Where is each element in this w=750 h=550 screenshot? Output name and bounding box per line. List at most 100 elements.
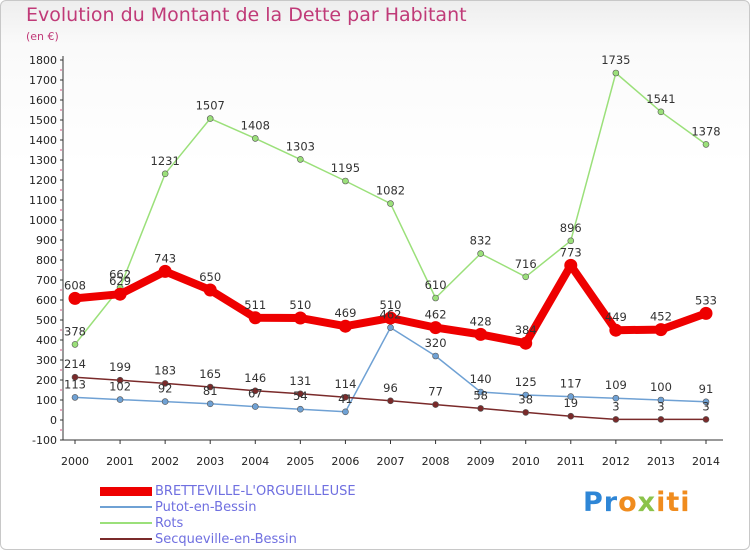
- data-point-secqueville-en-bessin: [612, 416, 620, 423]
- data-point-bretteville-l-orgueilleuse: [429, 321, 443, 335]
- data-label-rots: 1541: [646, 92, 675, 106]
- data-point-bretteville-l-orgueilleuse: [699, 306, 713, 320]
- data-point-putot-en-bessin: [161, 398, 169, 405]
- data-label-rots: 896: [560, 221, 582, 235]
- data-point-secqueville-en-bessin: [161, 380, 169, 387]
- data-label-bretteville-l-orgueilleuse: 428: [470, 314, 492, 328]
- data-label-putot-en-bessin: 92: [158, 382, 173, 396]
- data-label-secqueville-en-bessin: 3: [702, 399, 709, 413]
- legend-swatch: [100, 506, 152, 508]
- data-point-secqueville-en-bessin: [387, 397, 394, 405]
- data-label-bretteville-l-orgueilleuse: 452: [650, 310, 672, 324]
- data-label-putot-en-bessin: 91: [699, 382, 714, 396]
- data-point-secqueville-en-bessin: [71, 373, 79, 381]
- data-label-rots: 1082: [376, 184, 405, 198]
- data-label-rots: 832: [470, 234, 492, 248]
- data-label-secqueville-en-bessin: 146: [244, 371, 266, 385]
- data-label-bretteville-l-orgueilleuse: 449: [605, 310, 627, 324]
- data-label-rots: 716: [515, 257, 537, 271]
- x-tick-label: 2007: [377, 455, 405, 468]
- x-tick-label: 2011: [557, 455, 585, 468]
- data-label-putot-en-bessin: 113: [64, 377, 86, 391]
- y-tick-label: 600: [36, 294, 57, 307]
- data-point-rots: [387, 200, 394, 207]
- data-label-bretteville-l-orgueilleuse: 743: [154, 251, 176, 265]
- data-point-bretteville-l-orgueilleuse: [384, 311, 397, 325]
- x-tick-label: 2004: [241, 455, 269, 468]
- data-label-putot-en-bessin: 462: [380, 308, 402, 322]
- data-point-bretteville-l-orgueilleuse: [519, 336, 533, 350]
- data-point-secqueville-en-bessin: [477, 405, 484, 412]
- data-label-bretteville-l-orgueilleuse: 629: [109, 274, 131, 288]
- data-label-rots: 1507: [196, 99, 225, 113]
- chart-title: Evolution du Montant de la Dette par Hab…: [26, 4, 467, 26]
- data-point-secqueville-en-bessin: [206, 383, 214, 391]
- data-point-bretteville-l-orgueilleuse: [474, 327, 488, 341]
- data-label-putot-en-bessin: 41: [338, 392, 353, 406]
- data-label-putot-en-bessin: 117: [560, 377, 582, 391]
- data-point-rots: [206, 115, 214, 122]
- data-point-rots: [161, 170, 169, 178]
- data-point-putot-en-bessin: [71, 394, 79, 401]
- data-label-bretteville-l-orgueilleuse: 510: [289, 298, 311, 312]
- legend-label: Rots: [155, 516, 184, 531]
- y-tick-label: 1000: [29, 214, 57, 227]
- data-point-secqueville-en-bessin: [567, 412, 575, 420]
- data-label-bretteville-l-orgueilleuse: 608: [64, 278, 86, 292]
- y-tick-label: 1800: [29, 54, 57, 67]
- y-tick-label: 400: [36, 334, 57, 347]
- data-point-rots: [297, 156, 304, 163]
- data-label-bretteville-l-orgueilleuse: 650: [199, 270, 221, 284]
- data-label-secqueville-en-bessin: 19: [563, 396, 578, 410]
- data-point-putot-en-bessin: [657, 396, 665, 404]
- data-label-rots: 1735: [601, 53, 630, 67]
- x-tick-label: 2003: [196, 455, 224, 468]
- data-point-bretteville-l-orgueilleuse: [654, 323, 668, 337]
- x-tick-label: 2006: [331, 455, 359, 468]
- legend-label: Putot-en-Bessin: [155, 500, 257, 515]
- y-tick-label: 100: [36, 394, 57, 407]
- data-label-putot-en-bessin: 109: [605, 378, 627, 392]
- data-label-putot-en-bessin: 100: [650, 380, 672, 394]
- line-chart: -100 0 100 200 300 400 500 600 700 800 900 1000 1100…: [29, 53, 723, 468]
- data-label-rots: 1408: [241, 118, 270, 132]
- data-point-rots: [71, 341, 79, 348]
- data-label-rots: 378: [64, 324, 86, 338]
- y-tick-label: 1300: [29, 154, 57, 167]
- data-point-secqueville-en-bessin: [702, 416, 710, 423]
- data-point-rots: [657, 108, 665, 116]
- data-point-putot-en-bessin: [251, 403, 259, 410]
- legend-label: BRETTEVILLE-L'ORGUEILLEUSE: [155, 484, 356, 499]
- data-point-secqueville-en-bessin: [522, 409, 530, 416]
- data-point-rots: [477, 250, 484, 257]
- data-label-putot-en-bessin: 81: [203, 384, 218, 398]
- data-point-bretteville-l-orgueilleuse: [68, 291, 82, 305]
- y-tick-label: 800: [36, 254, 57, 267]
- x-tick-label: 2009: [467, 455, 495, 468]
- data-point-secqueville-en-bessin: [432, 401, 439, 408]
- y-tick-label: 300: [36, 354, 57, 367]
- data-label-secqueville-en-bessin: 96: [383, 381, 398, 395]
- data-point-rots: [251, 135, 259, 142]
- data-label-bretteville-l-orgueilleuse: 511: [244, 298, 266, 312]
- data-point-secqueville-en-bessin: [297, 390, 304, 398]
- data-point-putot-en-bessin: [432, 352, 439, 360]
- data-point-putot-en-bessin: [702, 398, 710, 406]
- data-point-bretteville-l-orgueilleuse: [203, 283, 217, 297]
- data-point-putot-en-bessin: [342, 408, 349, 416]
- data-point-bretteville-l-orgueilleuse: [158, 264, 172, 278]
- data-point-bretteville-l-orgueilleuse: [338, 319, 352, 333]
- data-point-putot-en-bessin: [297, 405, 304, 413]
- data-label-rots: 1303: [286, 139, 315, 153]
- data-point-bretteville-l-orgueilleuse: [293, 311, 307, 325]
- data-label-putot-en-bessin: 102: [109, 380, 131, 394]
- data-label-secqueville-en-bessin: 199: [109, 360, 131, 374]
- data-label-bretteville-l-orgueilleuse: 510: [380, 298, 402, 312]
- data-label-secqueville-en-bessin: 114: [334, 377, 356, 391]
- data-point-putot-en-bessin: [116, 396, 124, 403]
- data-label-secqueville-en-bessin: 3: [612, 399, 619, 413]
- legend-swatch: [100, 487, 152, 496]
- chart-unit: (en €): [26, 30, 59, 43]
- data-label-secqueville-en-bessin: 165: [199, 367, 221, 381]
- data-point-bretteville-l-orgueilleuse: [609, 323, 623, 337]
